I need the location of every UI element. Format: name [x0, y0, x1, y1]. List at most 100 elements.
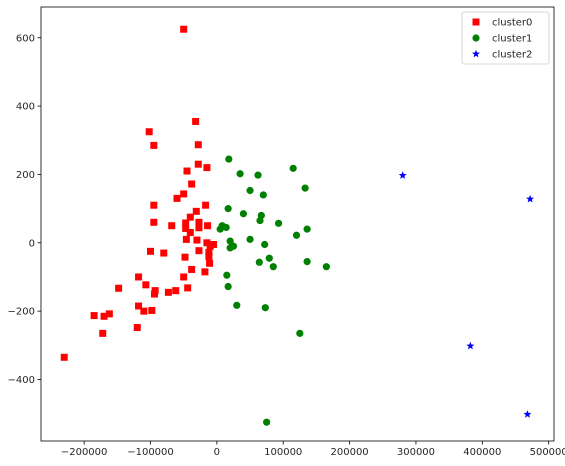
cluster0-point	[202, 201, 210, 209]
cluster0-point	[133, 324, 141, 332]
y-tick-label: 200	[16, 170, 35, 181]
cluster0-point	[201, 268, 209, 276]
legend-frame	[461, 11, 550, 65]
cluster0-point	[206, 242, 214, 250]
chart-marks	[60, 25, 535, 426]
cluster1-point	[246, 186, 254, 195]
cluster0-point	[188, 265, 196, 273]
cluster1-point	[261, 304, 269, 312]
cluster0-point	[145, 128, 153, 136]
cluster0-point	[203, 164, 211, 172]
cluster1-point	[296, 329, 304, 337]
cluster0-point	[195, 247, 203, 255]
cluster0-point	[192, 117, 200, 125]
cluster0-point	[182, 235, 190, 243]
cluster1-point	[269, 263, 277, 271]
cluster0-point	[135, 273, 143, 281]
cluster1-point	[265, 254, 273, 262]
cluster0-point	[115, 284, 123, 292]
cluster1-point	[246, 235, 254, 243]
cluster1-point	[224, 282, 232, 291]
y-tick-label: −200	[8, 307, 35, 318]
cluster0-point	[150, 141, 158, 149]
cluster0-point	[205, 248, 213, 256]
cluster0-point	[150, 218, 158, 226]
y-tick-label: −400	[8, 375, 35, 386]
cluster1-point	[274, 219, 283, 227]
cluster0-point	[182, 224, 190, 232]
cluster1-point	[225, 155, 233, 163]
cluster1-point	[261, 240, 269, 249]
cluster0-point	[181, 253, 189, 261]
cluster0-point	[148, 306, 156, 314]
cluster0-point	[188, 180, 196, 188]
cluster0-point	[195, 224, 203, 232]
legend-label: cluster0	[492, 18, 532, 29]
cluster0-point	[100, 312, 108, 320]
y-axis: −400 −200 0 200 400 600	[8, 33, 41, 386]
cluster0-point	[192, 207, 200, 215]
cluster0-point	[194, 141, 202, 149]
cluster0-point	[150, 201, 158, 209]
legend-label: cluster2	[492, 50, 532, 61]
cluster0-point	[193, 236, 201, 244]
x-tick-label: −100000	[127, 447, 174, 458]
cluster0-point	[90, 312, 98, 320]
cluster1-point	[233, 301, 241, 309]
y-tick-label: 600	[16, 33, 35, 44]
cluster0-point	[140, 307, 148, 315]
cluster0-point	[160, 249, 168, 257]
cluster1-point	[222, 223, 230, 232]
cluster0-point	[180, 273, 188, 281]
plot-area-frame	[40, 6, 555, 442]
cluster0-point	[204, 222, 212, 230]
x-tick-label: −200000	[61, 447, 108, 458]
cluster0-point	[194, 160, 202, 168]
x-tick-label: 500000	[530, 447, 565, 458]
cluster0-point	[142, 281, 150, 289]
cluster2-legend-marker	[472, 49, 480, 58]
cluster0-point	[186, 229, 194, 237]
cluster0-point	[164, 288, 172, 296]
cluster0-point	[168, 222, 176, 230]
cluster0-point	[182, 219, 190, 227]
cluster1-point	[322, 263, 330, 271]
cluster0-point	[206, 259, 214, 267]
x-tick-label: 200000	[331, 447, 369, 458]
cluster1-point	[226, 237, 234, 245]
legend-label: cluster1	[492, 34, 532, 45]
cluster0-point	[135, 302, 143, 310]
cluster0-point	[205, 252, 213, 260]
cluster1-point	[255, 258, 263, 266]
cluster0-point	[195, 218, 203, 226]
x-tick-label: 300000	[397, 447, 435, 458]
cluster1-point	[236, 170, 244, 178]
cluster0-point	[99, 329, 107, 337]
cluster0-point	[180, 190, 188, 198]
cluster0-point	[173, 194, 181, 202]
cluster0-point	[150, 290, 158, 298]
cluster1-point	[303, 225, 311, 233]
x-tick-label: 0	[214, 447, 220, 458]
cluster0-legend-marker	[472, 18, 480, 26]
cluster0-point	[105, 310, 113, 318]
cluster1-point	[301, 184, 309, 192]
cluster0-point	[183, 167, 191, 175]
x-axis: −200000 −100000 0 100000 200000 300000 400000 5…	[61, 441, 565, 458]
cluster0-point	[60, 353, 68, 361]
cluster2-point	[523, 410, 532, 418]
y-tick-label: 0	[29, 238, 35, 249]
legend: cluster0 cluster1 cluster2	[461, 11, 550, 65]
cluster1-point	[239, 210, 248, 218]
cluster1-point	[289, 164, 297, 172]
cluster1-point	[256, 216, 264, 225]
cluster0-point	[172, 287, 180, 295]
cluster1-point	[226, 244, 234, 252]
cluster1-point	[292, 231, 301, 239]
cluster1-point	[224, 205, 232, 213]
cluster0-point	[180, 25, 188, 33]
cluster2-point	[398, 171, 407, 179]
cluster1-point	[263, 418, 271, 426]
cluster0-point	[186, 213, 194, 221]
